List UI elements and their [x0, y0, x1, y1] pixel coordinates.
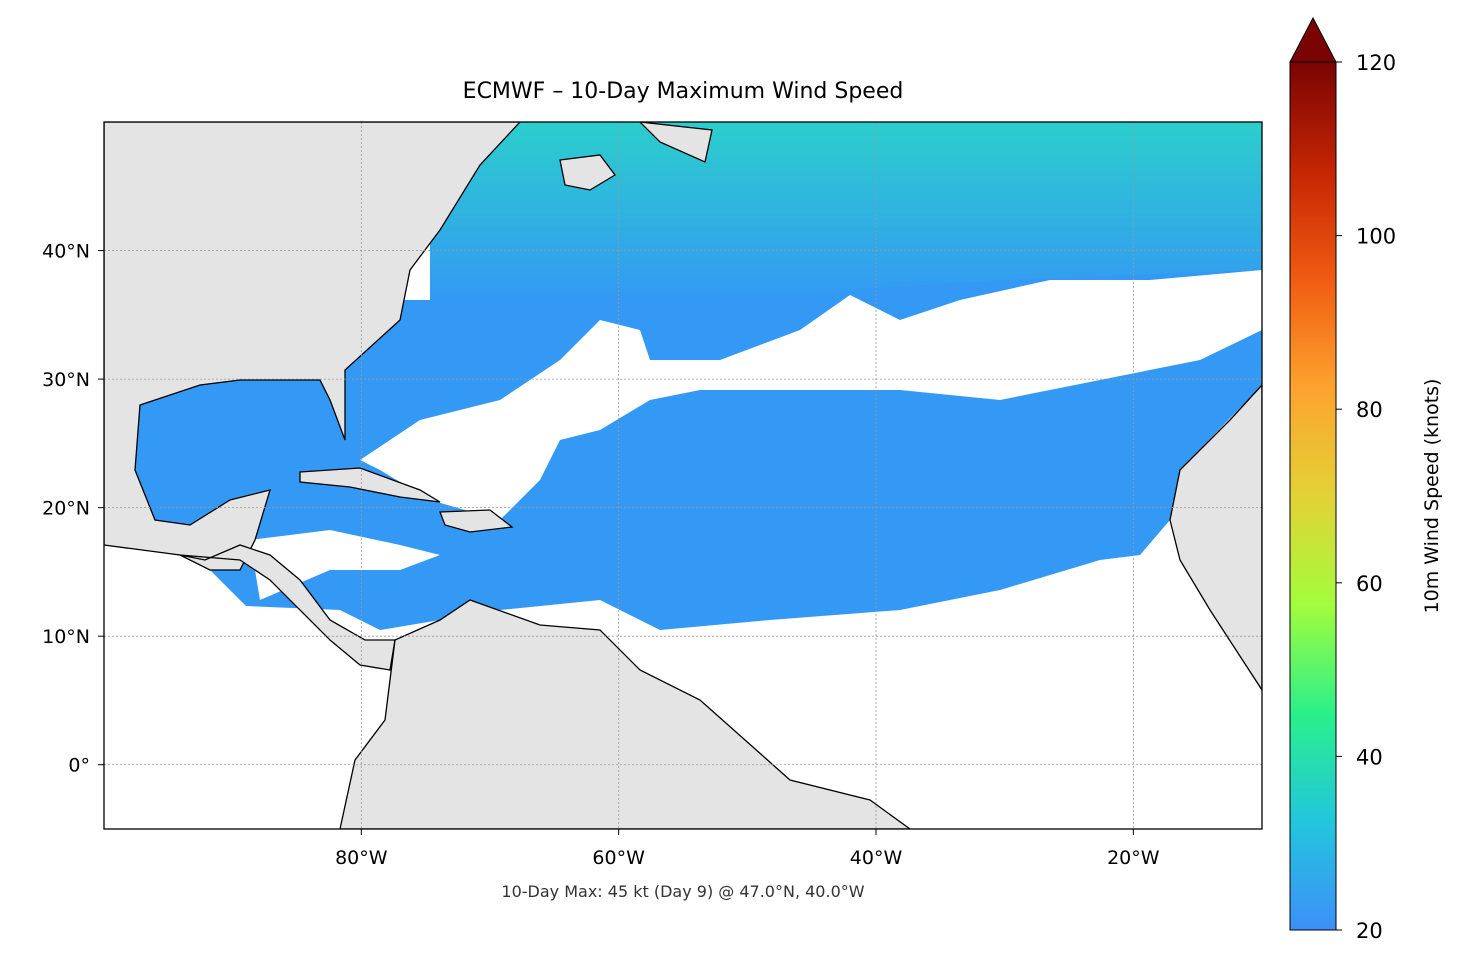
grid	[104, 122, 1262, 829]
land	[339, 599, 912, 829]
colorbar-tick-label: 120	[1356, 51, 1396, 75]
colorbar-tick-label: 60	[1356, 572, 1383, 596]
land	[559, 154, 616, 191]
y-tick-label: 30°N	[42, 369, 90, 391]
colorbar-extend	[1289, 16, 1337, 63]
calm-area	[104, 540, 260, 640]
map-area	[104, 122, 1262, 829]
chart-title: ECMWF – 10-Day Maximum Wind Speed	[463, 79, 904, 104]
land	[104, 122, 521, 571]
colorbar	[1289, 61, 1337, 931]
land	[1169, 384, 1262, 692]
footnote: 10-Day Max: 45 kt (Day 9) @ 47.0°N, 40.0…	[501, 882, 864, 901]
y-tick-label: 40°N	[42, 241, 90, 263]
x-tick-label: 40°W	[850, 847, 903, 869]
land	[299, 467, 441, 503]
x-tick-label: 20°W	[1107, 847, 1160, 869]
y-tick-label: 10°N	[42, 626, 90, 648]
colorbar-tick-label: 100	[1356, 225, 1396, 249]
plot-frame	[103, 121, 1263, 830]
land	[439, 509, 514, 533]
colorbar-tick-label: 80	[1356, 398, 1383, 422]
land	[639, 122, 713, 163]
wind-field-strong	[430, 122, 1262, 300]
colorbar-tick-label: 40	[1356, 745, 1383, 769]
x-tick-label: 80°W	[335, 847, 388, 869]
colorbar-label: 10m Wind Speed (knots)	[1421, 379, 1443, 614]
y-tick-label: 20°N	[42, 498, 90, 520]
calm-area	[360, 270, 1262, 520]
colorbar-tick-label: 20	[1356, 919, 1383, 943]
x-tick-label: 60°W	[592, 847, 645, 869]
y-tick-label: 0°	[68, 755, 90, 777]
